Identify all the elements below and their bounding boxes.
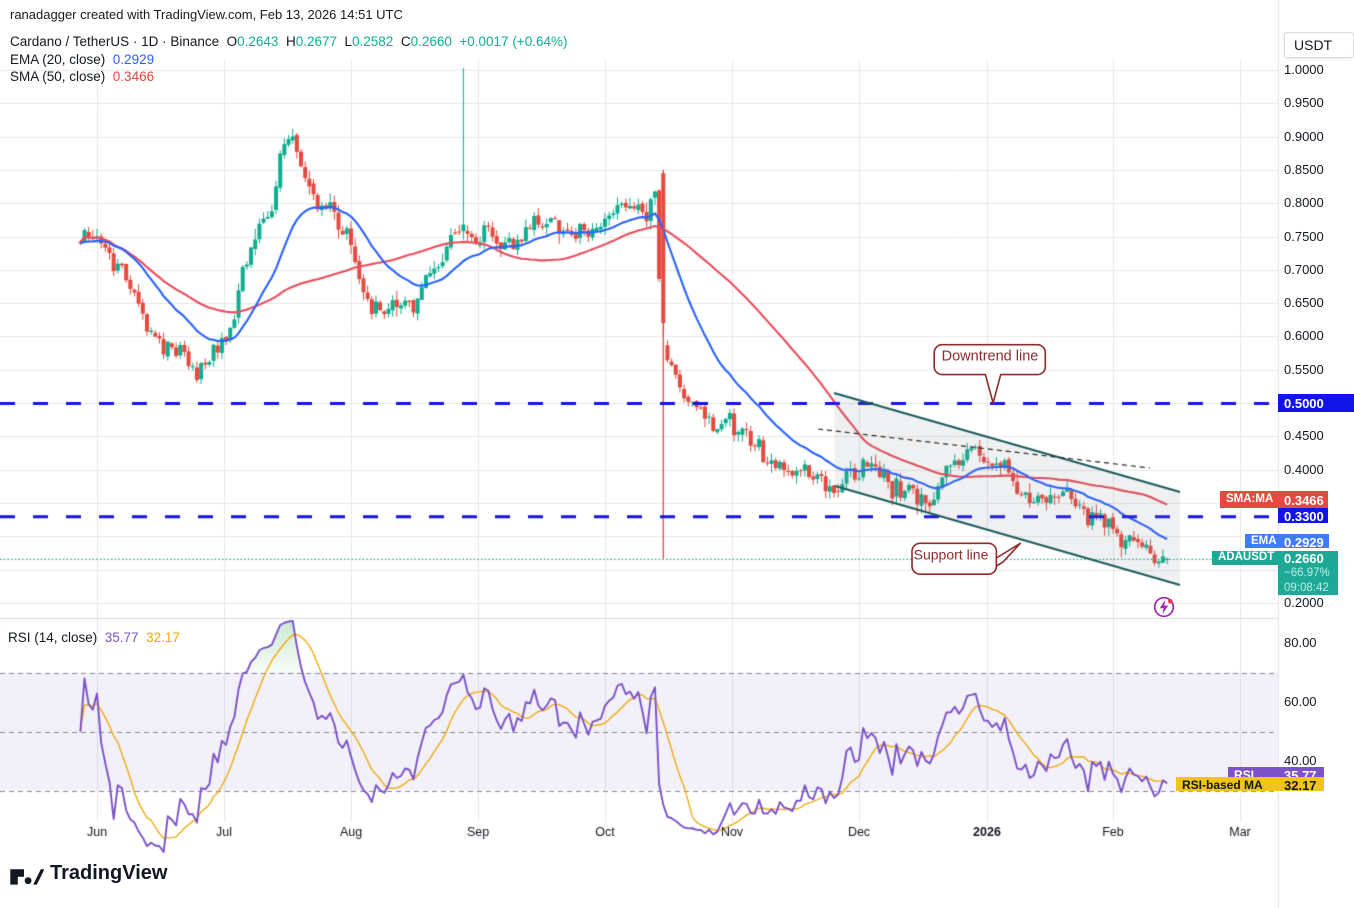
svg-text:Downtrend line: Downtrend line — [942, 349, 1039, 365]
svg-text:Support line: Support line — [914, 547, 989, 563]
